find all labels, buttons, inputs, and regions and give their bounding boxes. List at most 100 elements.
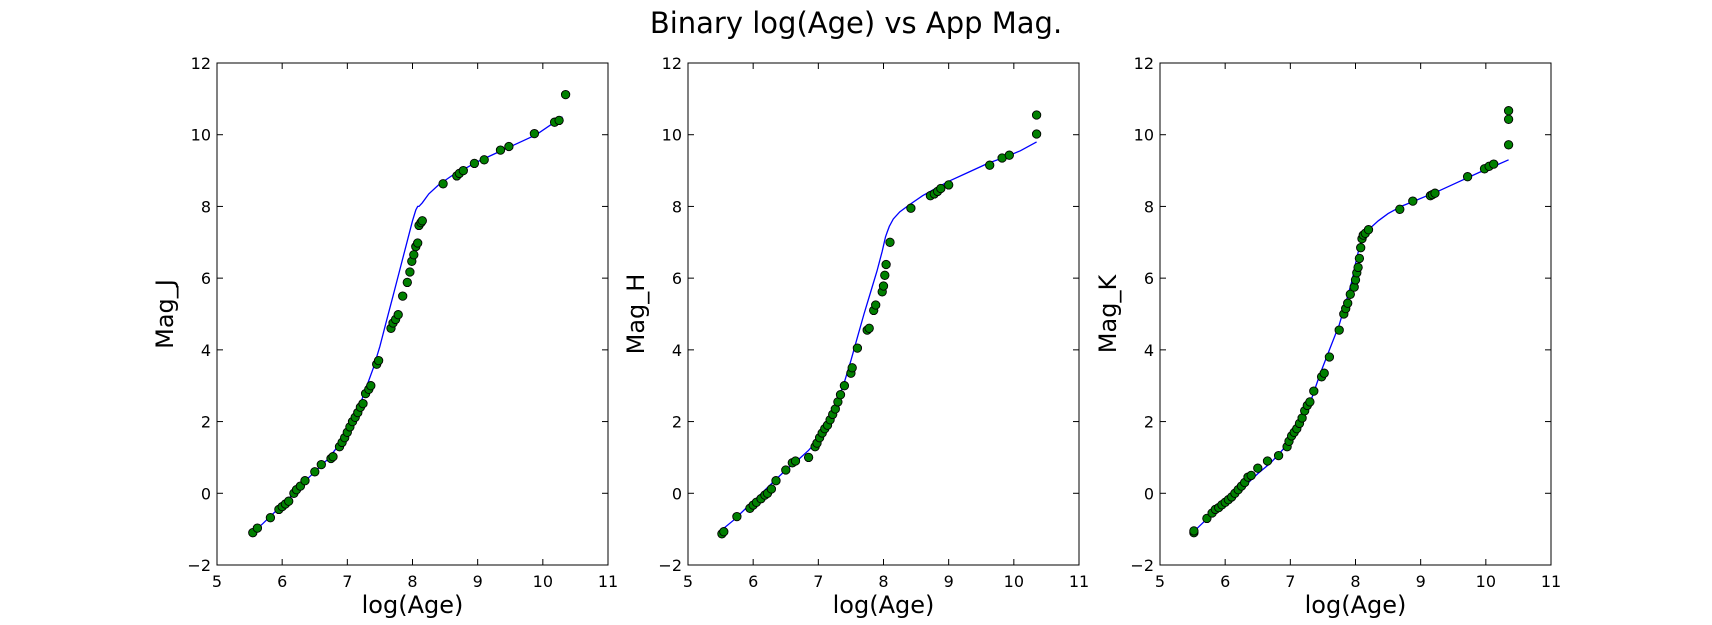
x-tick-label: 10 <box>1004 572 1024 591</box>
y-tick-label: 8 <box>1144 197 1154 216</box>
data-point <box>310 467 320 477</box>
x-tick-label: 6 <box>277 572 287 591</box>
data-point <box>438 179 448 189</box>
x-tick-label: 5 <box>1155 572 1165 591</box>
axes-frame <box>216 62 609 566</box>
y-tick-label: 8 <box>201 197 211 216</box>
y-tick-label: 8 <box>672 197 682 216</box>
data-point <box>985 160 995 170</box>
x-tick-label: 10 <box>533 572 553 591</box>
data-point <box>1253 463 1263 473</box>
y-tick-label: 6 <box>672 269 682 288</box>
x-tick-label: 11 <box>1069 572 1089 591</box>
x-tick-label: 5 <box>212 572 222 591</box>
data-point <box>409 250 419 260</box>
data-point <box>1356 243 1366 253</box>
subplot-2: 5 6 7 8 9 10 11 −2 0 2 4 6 8 10 12 log(Age) Mag_H <box>622 54 1089 619</box>
y-tick-label: 12 <box>1134 54 1154 73</box>
y-axis-label: Mag_H <box>622 274 650 355</box>
data-point <box>479 155 489 165</box>
data-point <box>1324 352 1335 362</box>
x-tick-label: 10 <box>1476 572 1496 591</box>
data-point <box>495 145 506 155</box>
y-tick-label: 10 <box>191 126 211 145</box>
x-axis-label: log(Age) <box>833 591 935 619</box>
data-point <box>781 465 791 475</box>
y-tick-label: 10 <box>1134 126 1154 145</box>
y-tick-label: 0 <box>201 484 211 503</box>
data-point <box>1334 325 1344 335</box>
x-tick-label: 6 <box>1220 572 1230 591</box>
data-point <box>936 183 946 194</box>
data-point <box>554 115 564 126</box>
data-point <box>881 259 891 270</box>
x-tick-label: 9 <box>1416 572 1426 591</box>
y-tick-label: 12 <box>662 54 682 73</box>
y-tick-label: 6 <box>201 269 211 288</box>
x-tick-label: 11 <box>598 572 618 591</box>
x-tick-label: 7 <box>813 572 823 591</box>
data-point <box>790 456 801 466</box>
data-point <box>316 459 326 470</box>
x-tick-label: 9 <box>944 572 954 591</box>
y-tick-label: −2 <box>187 556 211 575</box>
data-point <box>265 513 276 523</box>
x-tick-label: 9 <box>473 572 483 591</box>
data-point <box>373 355 384 366</box>
y-tick-label: 2 <box>1144 413 1154 432</box>
data-point <box>1319 368 1329 378</box>
y-tick-label: 10 <box>662 126 682 145</box>
data-point <box>1430 188 1440 198</box>
data-point <box>852 343 863 353</box>
y-tick-label: 0 <box>1144 484 1154 503</box>
data-point <box>803 452 814 463</box>
data-point <box>560 89 571 100</box>
data-point <box>328 452 338 462</box>
fit-line <box>720 141 1037 532</box>
data-point <box>835 390 846 400</box>
figure-title: Binary log(Age) vs App Mag. <box>649 6 1063 40</box>
y-tick-label: 0 <box>672 484 682 503</box>
data-point <box>469 158 480 169</box>
data-point <box>393 310 403 320</box>
data-point <box>284 496 294 506</box>
y-tick-label: 4 <box>672 341 682 360</box>
data-point <box>1189 526 1199 536</box>
x-tick-label: 7 <box>342 572 352 591</box>
data-point <box>366 381 376 391</box>
data-point <box>864 323 874 333</box>
data-point <box>1309 386 1319 396</box>
data-point <box>1408 196 1418 206</box>
y-tick-label: −2 <box>658 556 682 575</box>
data-point <box>1462 172 1473 182</box>
data-point <box>1503 106 1514 116</box>
x-tick-label: 5 <box>683 572 693 591</box>
x-tick-label: 8 <box>1350 572 1360 591</box>
data-point <box>732 511 742 522</box>
data-point <box>417 216 427 226</box>
data-point <box>719 527 729 537</box>
data-point <box>529 128 540 139</box>
data-point <box>1031 110 1042 120</box>
data-point <box>300 476 310 486</box>
y-tick-label: 4 <box>1144 341 1154 360</box>
y-tick-label: −2 <box>1130 556 1154 575</box>
y-axis-label: Mag_K <box>1094 274 1122 354</box>
data-point <box>1354 253 1365 264</box>
x-tick-label: 8 <box>878 572 888 591</box>
y-tick-label: 4 <box>201 341 211 360</box>
subplot-1: 5 6 7 8 9 10 11 −2 0 2 4 6 8 10 12 log(Age) Mag_J <box>151 54 618 619</box>
axes-frame <box>1159 62 1552 566</box>
data-point <box>1395 204 1405 214</box>
data-point <box>1503 114 1514 124</box>
x-axis-label: log(Age) <box>1305 591 1407 619</box>
y-axis-label: Mag_J <box>151 279 179 349</box>
data-point <box>944 180 954 190</box>
x-tick-label: 8 <box>407 572 417 591</box>
x-tick-label: 6 <box>748 572 758 591</box>
data-point <box>1262 456 1273 466</box>
y-tick-label: 12 <box>191 54 211 73</box>
y-tick-label: 6 <box>1144 269 1154 288</box>
